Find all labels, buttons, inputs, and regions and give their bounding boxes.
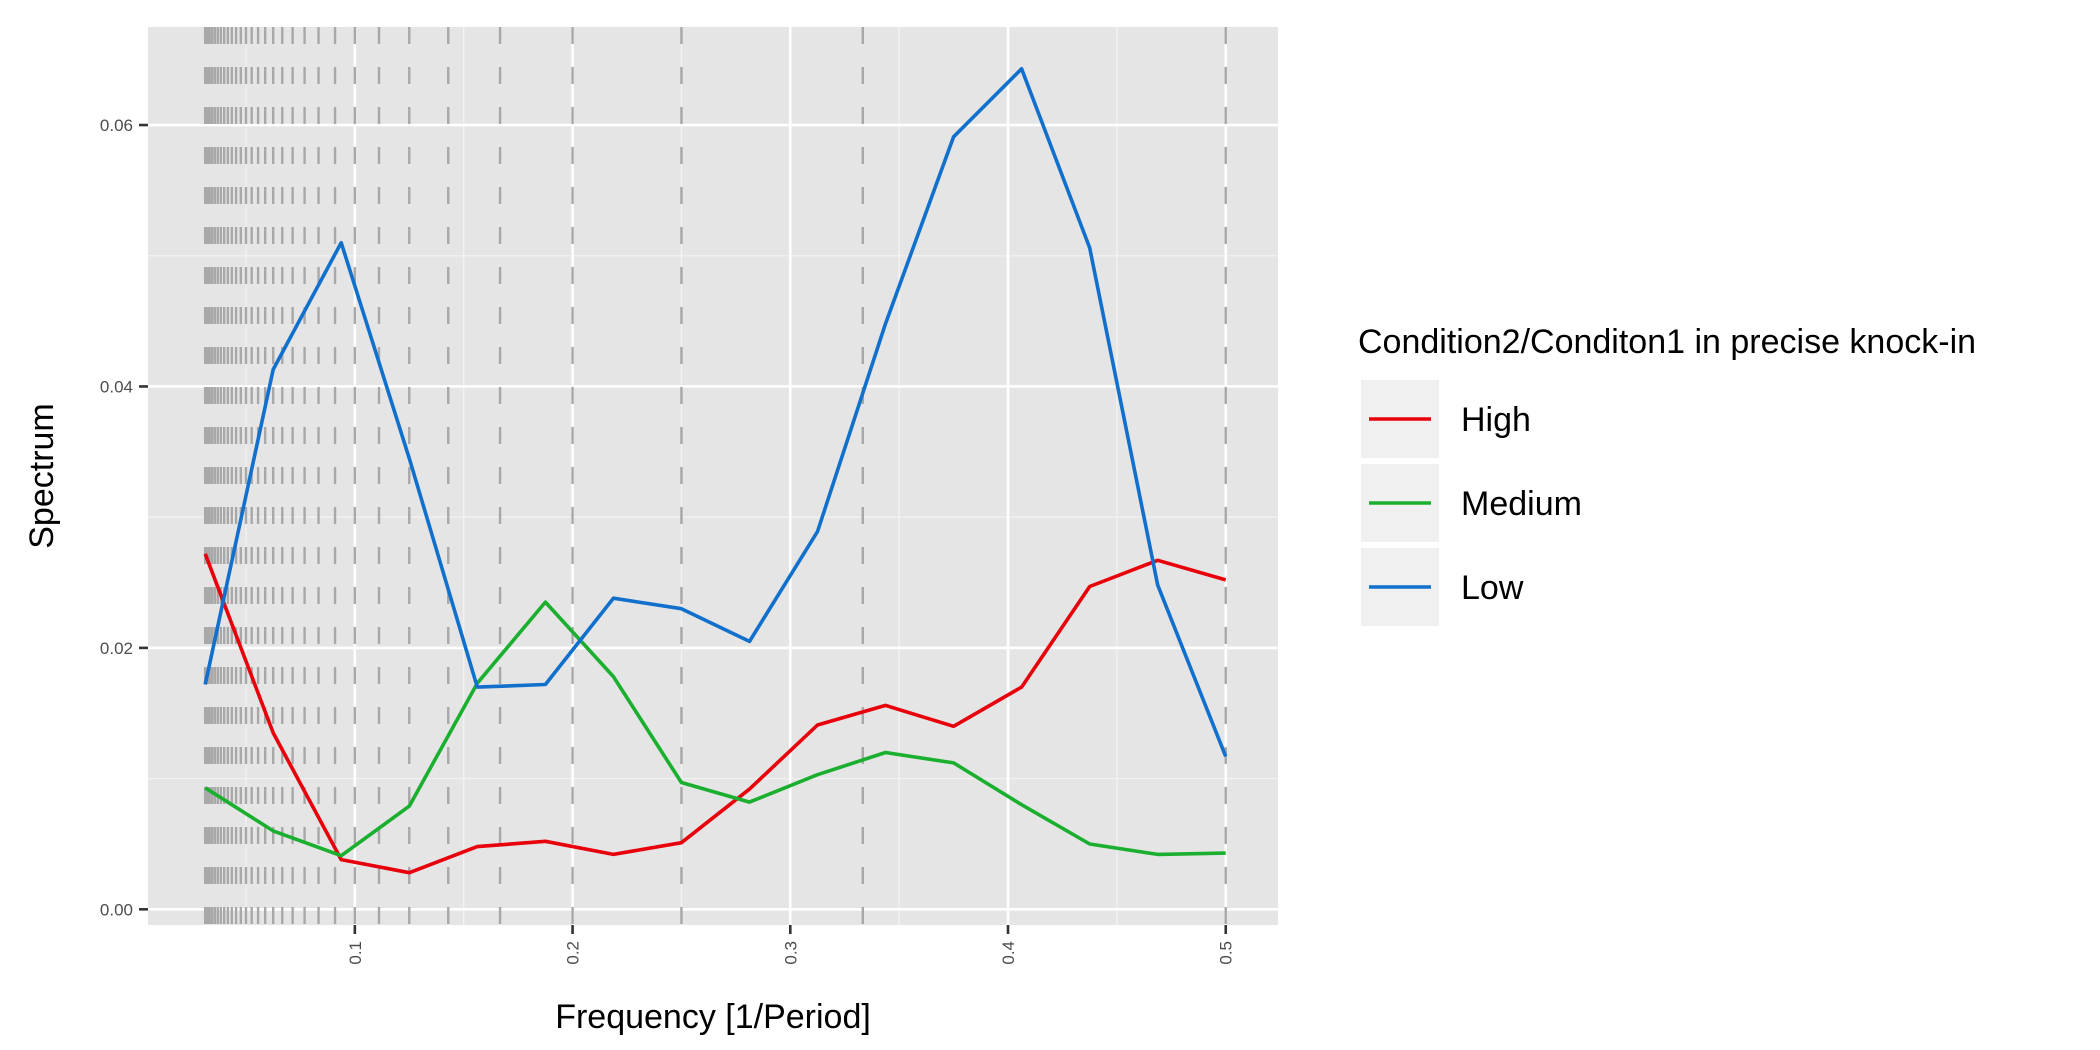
series-line-low	[203, 67, 1228, 758]
legend-label-medium: Medium	[1461, 485, 1582, 523]
x-axis-title: Frequency [1/Period]	[555, 998, 871, 1036]
x-tick-label: 0.3	[781, 941, 800, 965]
x-tick-label: 0.5	[1217, 941, 1236, 965]
legend-items: High Medium Low	[1361, 380, 1582, 626]
legend-title: Condition2/Conditon1 in precise knock-in	[1358, 323, 1976, 361]
y-tick-label: 0.06	[100, 116, 133, 135]
x-tick-label: 0.2	[564, 941, 583, 965]
legend: Condition2/Conditon1 in precise knock-in…	[1358, 323, 1976, 626]
legend-label-high: High	[1461, 401, 1531, 439]
x-axis-ticks: 0.1 0.2 0.3 0.4 0.5	[346, 925, 1236, 965]
plot-panel	[148, 27, 1278, 925]
y-tick-label: 0.04	[100, 377, 133, 396]
y-axis-ticks: 0.00 0.02 0.04 0.06	[100, 116, 148, 919]
x-tick-label: 0.4	[999, 941, 1018, 965]
y-tick-label: 0.02	[100, 639, 133, 658]
y-axis-title: Spectrum	[23, 403, 61, 549]
series-line-high	[203, 553, 1227, 875]
x-tick-label: 0.1	[346, 941, 365, 965]
series-line-medium	[204, 600, 1226, 858]
legend-label-low: Low	[1461, 569, 1524, 607]
series-lines	[203, 67, 1228, 875]
y-tick-label: 0.00	[100, 900, 133, 919]
